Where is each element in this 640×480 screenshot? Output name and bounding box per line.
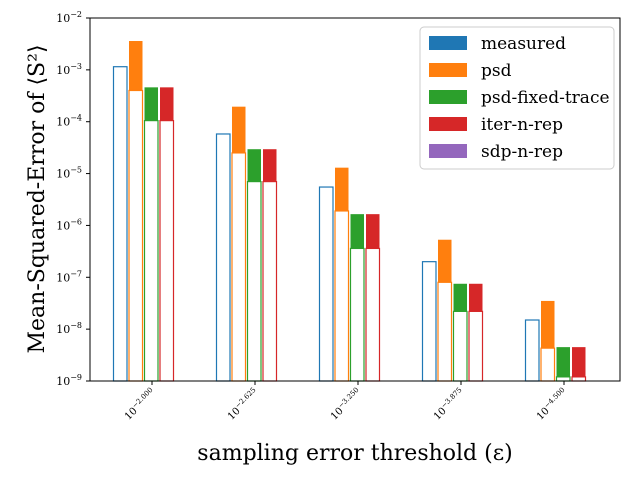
y-axis: 10−910−810−710−610−510−410−310−2 (56, 10, 90, 388)
bar-psd-filled (232, 106, 246, 153)
y-tick-label: 10−9 (56, 373, 82, 388)
bar-psd-outline (128, 89, 144, 382)
bar-psd-outline (231, 152, 247, 382)
bar-psd-filled (541, 300, 555, 349)
y-tick-label: 10−6 (56, 217, 82, 232)
bar-psd-fixed-trace-outline (452, 310, 468, 382)
y-tick-base: 10 (56, 375, 70, 388)
legend-frame (419, 26, 615, 170)
y-tick-label: 10−7 (56, 269, 82, 284)
x-tick-exponent: −2.625 (234, 386, 258, 410)
bars-layer (112, 41, 587, 382)
y-tick-exponent: −6 (70, 217, 82, 226)
bar-psd-filled (438, 239, 452, 283)
bar-psd-fixed-trace-filled (144, 87, 158, 121)
bar-iter-n-rep-filled (572, 347, 586, 377)
y-tick-exponent: −8 (70, 321, 82, 330)
bar-psd-fixed-trace-filled (247, 149, 261, 182)
x-tick-label: 10−3.250 (328, 386, 365, 423)
x-tick-label: 10−3.875 (431, 386, 468, 423)
x-tick-label: 10−2.000 (122, 386, 159, 423)
bar-iter-n-rep-outline (159, 120, 175, 382)
bar-psd-fixed-trace-outline (246, 181, 262, 382)
bar-measured-outline (112, 66, 128, 382)
x-tick-exponent: −3.250 (337, 386, 361, 410)
x-axis: 10−2.000 10−2.625 10−3.250 10−3.875 10−4.500 (122, 381, 571, 423)
bar-psd-fixed-trace-outline (349, 247, 365, 382)
legend-label-sdp-n-rep: sdp-n-rep (481, 142, 563, 162)
legend-label-iter-n-rep: iter-n-rep (481, 115, 563, 135)
x-tick-exponent: −3.875 (440, 386, 464, 410)
y-tick-label: 10−5 (56, 166, 82, 181)
y-tick-exponent: −7 (70, 269, 82, 278)
y-tick-base: 10 (56, 116, 70, 129)
bar-measured-outline (318, 186, 334, 382)
y-tick-exponent: −3 (70, 62, 82, 71)
y-tick-exponent: −5 (70, 166, 82, 175)
x-tick-exponent: −4.500 (543, 386, 567, 410)
bar-psd-filled (129, 41, 143, 91)
legend-swatch-psd (429, 63, 467, 77)
bar-psd-filled (335, 167, 349, 211)
x-tick-exponent: −2.000 (131, 386, 155, 410)
legend-label-psd: psd (481, 61, 512, 81)
y-tick-base: 10 (56, 168, 70, 181)
bar-measured-outline (215, 133, 231, 382)
y-axis-label: Mean-Squared-Error of ⟨S²⟩ (25, 44, 50, 353)
x-tick-label: 10−4.500 (534, 386, 571, 423)
bar-psd-outline (540, 347, 556, 382)
legend: measured psd psd-fixed-trace iter-n-rep sdp-… (419, 26, 615, 170)
y-tick-base: 10 (56, 271, 70, 284)
bar-iter-n-rep-outline (468, 310, 484, 382)
y-tick-base: 10 (56, 12, 70, 25)
plot-frame (89, 17, 621, 382)
bar-iter-n-rep-filled (366, 214, 380, 249)
bar-measured-outline (524, 319, 540, 382)
y-tick-label: 10−4 (56, 114, 82, 129)
x-tick-label: 10−2.625 (225, 386, 262, 423)
x-axis-label: sampling error threshold (ε) (197, 441, 512, 466)
bar-psd-fixed-trace-filled (453, 283, 467, 312)
y-tick-label: 10−3 (56, 62, 82, 77)
y-tick-base: 10 (56, 64, 70, 77)
bar-iter-n-rep-outline (571, 376, 587, 382)
y-tick-exponent: −4 (70, 114, 82, 123)
bar-psd-fixed-trace-filled (350, 214, 364, 249)
y-tick-label: 10−2 (56, 10, 82, 25)
legend-label-measured: measured (481, 34, 566, 54)
bar-iter-n-rep-filled (469, 283, 483, 312)
y-tick-base: 10 (56, 219, 70, 232)
bar-measured-outline (421, 261, 437, 382)
legend-label-psd-fixed-trace: psd-fixed-trace (481, 88, 610, 108)
y-tick-exponent: −2 (70, 10, 82, 19)
bar-psd-outline (334, 210, 350, 382)
bar-psd-fixed-trace-outline (143, 120, 159, 382)
legend-swatch-psd-fixed-trace (429, 90, 467, 104)
legend-swatch-sdp-n-rep (429, 144, 467, 158)
legend-swatch-iter-n-rep (429, 117, 467, 131)
bar-iter-n-rep-outline (262, 181, 278, 382)
bar-iter-n-rep-filled (263, 149, 277, 182)
y-tick-base: 10 (56, 323, 70, 336)
bar-psd-fixed-trace-filled (556, 347, 570, 377)
legend-swatch-measured (429, 36, 467, 50)
y-tick-label: 10−8 (56, 321, 82, 336)
bar-iter-n-rep-outline (365, 247, 381, 382)
y-tick-exponent: −9 (70, 373, 82, 382)
bar-psd-outline (437, 281, 453, 382)
bar-psd-fixed-trace-outline (555, 376, 571, 382)
bar-iter-n-rep-filled (160, 87, 174, 121)
